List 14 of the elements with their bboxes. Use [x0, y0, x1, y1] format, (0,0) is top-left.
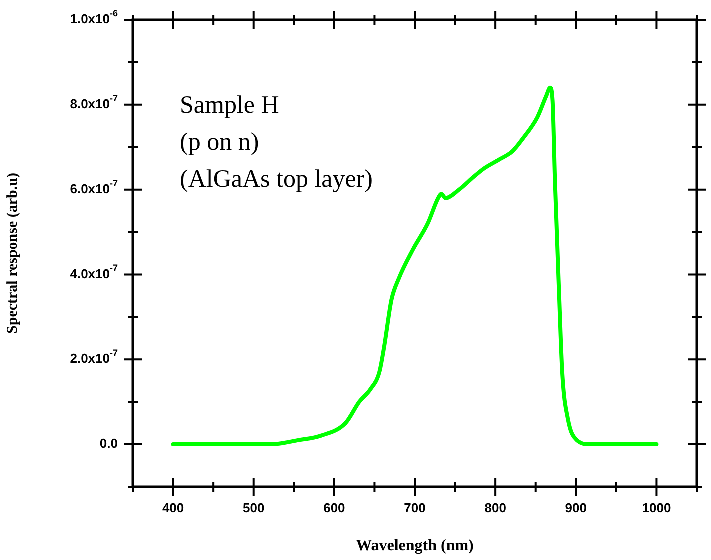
- annotation: (AlGaAs top layer): [180, 166, 373, 193]
- x-tick-label: 800: [484, 500, 506, 516]
- y-axis-title: Spectral response (arb.u): [4, 173, 21, 334]
- x-tick-label: 400: [162, 500, 184, 516]
- x-tick-label: 1000: [642, 500, 672, 516]
- x-tick-label: 700: [404, 500, 426, 516]
- x-tick-label: 500: [243, 500, 265, 516]
- x-tick-label: 600: [324, 500, 346, 516]
- x-tick-label: 900: [565, 500, 587, 516]
- x-axis-title: Wavelength (nm): [356, 538, 474, 555]
- y-tick-label: 0.0: [100, 436, 118, 452]
- annotation: (p on n): [180, 129, 260, 156]
- line-series: [171, 86, 659, 447]
- annotation: Sample H: [180, 92, 280, 119]
